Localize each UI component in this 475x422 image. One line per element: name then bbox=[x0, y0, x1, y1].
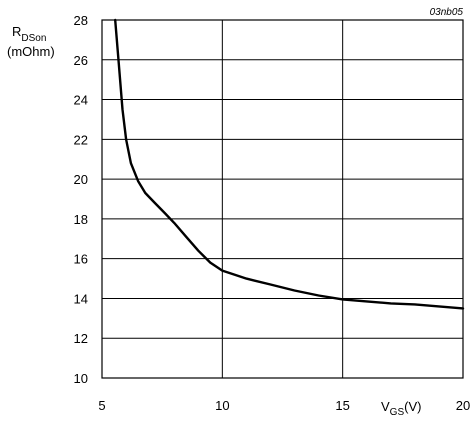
y-tick-label: 20 bbox=[74, 172, 88, 187]
series-line bbox=[113, 18, 465, 310]
y-axis-unit: (mOhm) bbox=[7, 44, 55, 59]
figure-code: 03nb05 bbox=[430, 7, 464, 18]
y-tick-label: 24 bbox=[74, 93, 88, 108]
grid bbox=[101, 19, 464, 379]
y-tick-label: 18 bbox=[74, 212, 88, 227]
x-tick-label: 15 bbox=[335, 398, 349, 413]
x-tick-labels: 5 10 15 20 bbox=[98, 398, 470, 413]
y-tick-label: 14 bbox=[74, 291, 88, 306]
x-tick-label: 20 bbox=[456, 398, 470, 413]
svg-text:VGS(V): VGS(V) bbox=[381, 399, 421, 418]
y-axis-symbol: R bbox=[12, 24, 21, 39]
y-tick-label: 22 bbox=[74, 132, 88, 147]
x-tick-label: 5 bbox=[98, 398, 105, 413]
series-layer bbox=[113, 18, 465, 310]
x-axis-label: VGS(V) bbox=[381, 399, 421, 418]
y-tick-label: 16 bbox=[74, 252, 88, 267]
y-tick-label: 10 bbox=[74, 371, 88, 386]
x-axis-unit: (V) bbox=[404, 399, 421, 414]
x-axis-symbol: V bbox=[381, 399, 390, 414]
y-tick-label: 26 bbox=[74, 53, 88, 68]
plot-border bbox=[101, 19, 464, 379]
x-tick-label: 10 bbox=[215, 398, 229, 413]
svg-text:RDSon: RDSon bbox=[12, 24, 46, 44]
y-axis-subscript: DSon bbox=[21, 33, 46, 44]
x-axis-subscript: GS bbox=[390, 407, 405, 418]
plot-frame bbox=[101, 19, 464, 379]
y-tick-labels: 10 12 14 16 18 20 22 24 26 28 bbox=[74, 13, 88, 386]
y-tick-label: 28 bbox=[74, 13, 88, 28]
y-tick-label: 12 bbox=[74, 331, 88, 346]
y-axis-label: RDSon (mOhm) bbox=[7, 24, 55, 59]
